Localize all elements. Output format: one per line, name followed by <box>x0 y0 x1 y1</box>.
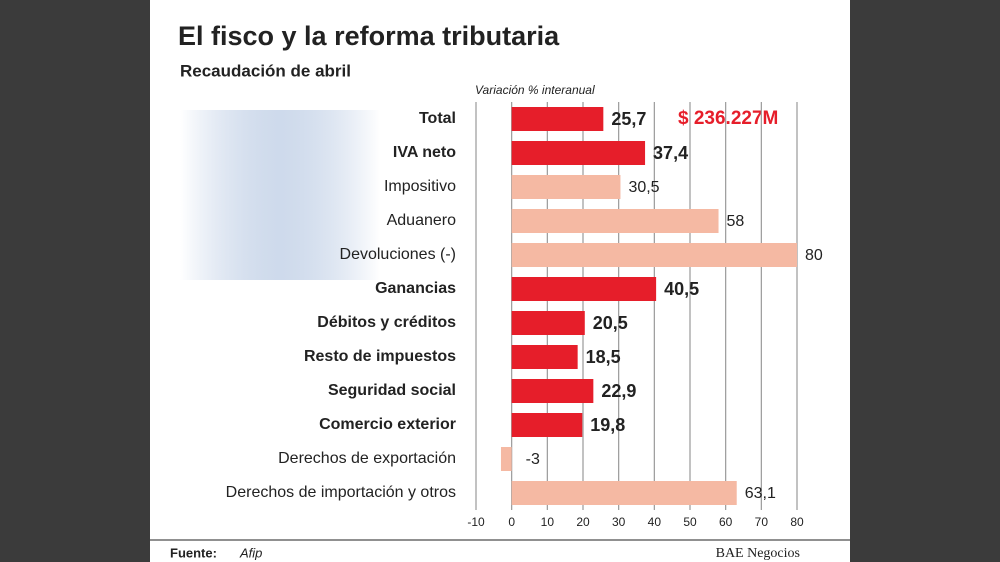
category-label: Débitos y créditos <box>317 314 456 331</box>
annotation: $ 236.227M <box>678 108 778 129</box>
category-label: Ganancias <box>375 280 456 297</box>
x-tick-label: 0 <box>508 515 515 529</box>
category-label: IVA neto <box>393 144 456 161</box>
value-label: 20,5 <box>593 313 628 333</box>
photo <box>180 110 380 280</box>
category-label: Impositivo <box>384 178 456 195</box>
bar <box>511 413 583 437</box>
chart-title: El fisco y la reforma tributaria <box>178 21 560 51</box>
category-label: Aduanero <box>387 212 456 229</box>
bar <box>511 311 585 335</box>
panel <box>150 0 850 562</box>
category-label: Seguridad social <box>328 382 456 399</box>
source-label: Fuente: <box>170 545 217 560</box>
bar <box>511 209 719 233</box>
bar <box>511 345 578 369</box>
category-label: Resto de impuestos <box>304 348 456 365</box>
value-label: 37,4 <box>653 143 688 163</box>
category-label: Derechos de exportación <box>278 450 456 467</box>
value-label: 25,7 <box>611 109 646 129</box>
x-tick-label: 30 <box>612 515 626 529</box>
value-label: 22,9 <box>601 381 636 401</box>
source: Afip <box>239 545 262 560</box>
category-label: Devoluciones (-) <box>340 246 456 263</box>
bar <box>500 447 512 471</box>
x-tick-label: 60 <box>719 515 733 529</box>
subtitle: Recaudación de abril <box>180 61 351 80</box>
publisher: BAE Negocios <box>716 546 800 561</box>
axis-label: Variación % interanual <box>475 83 595 97</box>
value-label: 63,1 <box>745 485 776 502</box>
value-label: 19,8 <box>590 415 625 435</box>
value-label: -3 <box>526 451 540 468</box>
value-label: 58 <box>727 213 745 230</box>
x-tick-label: -10 <box>467 515 485 529</box>
bar <box>511 243 797 267</box>
category-label: Comercio exterior <box>319 416 456 433</box>
value-label: 30,5 <box>628 179 659 196</box>
bar <box>511 141 646 165</box>
x-tick-label: 40 <box>648 515 662 529</box>
x-tick-label: 20 <box>576 515 590 529</box>
category-label: Total <box>419 110 456 127</box>
x-tick-label: 80 <box>790 515 804 529</box>
value-label: 40,5 <box>664 279 699 299</box>
x-tick-label: 50 <box>683 515 697 529</box>
x-tick-label: 70 <box>755 515 769 529</box>
category-label: Derechos de importación y otros <box>226 484 456 501</box>
bar <box>511 107 604 131</box>
bar <box>511 379 594 403</box>
bar <box>511 175 621 199</box>
x-tick-label: 10 <box>541 515 555 529</box>
bar <box>511 481 737 505</box>
value-label: 80 <box>805 247 823 264</box>
value-label: 18,5 <box>586 347 621 367</box>
bar <box>511 277 657 301</box>
